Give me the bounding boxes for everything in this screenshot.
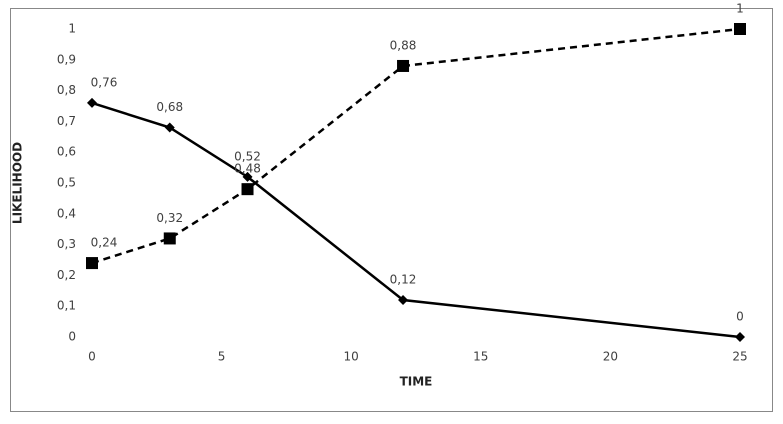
y-tick-label: 0,5 <box>57 176 76 190</box>
x-tick-label: 25 <box>732 350 747 364</box>
data-point <box>164 122 175 133</box>
data-label: 0,88 <box>390 38 417 52</box>
data-point <box>241 183 254 196</box>
chart-border <box>10 8 773 412</box>
y-tick-label: 0,4 <box>57 206 76 220</box>
data-point <box>398 295 409 306</box>
data-label: 0,24 <box>91 236 118 250</box>
x-tick-label: 10 <box>344 350 359 364</box>
y-tick-label: 0,6 <box>57 145 76 159</box>
x-tick-label: 0 <box>88 350 96 364</box>
y-tick-label: 0,8 <box>57 83 76 97</box>
data-label: 0,68 <box>156 100 183 114</box>
data-label: 0,52 <box>234 149 261 163</box>
data-point <box>87 97 97 108</box>
y-axis-title: LIKELIHOOD <box>11 142 25 224</box>
data-point <box>397 59 410 72</box>
data-label: 0 <box>736 310 744 324</box>
x-axis-title: TIME <box>400 375 433 389</box>
data-point <box>734 23 746 35</box>
data-label: 1 <box>736 2 744 16</box>
data-label: 0,32 <box>156 211 183 225</box>
data-label: 0,48 <box>234 162 261 176</box>
y-tick-label: 0,7 <box>57 114 76 128</box>
y-tick-label: 0,1 <box>57 299 76 313</box>
x-tick-label: 15 <box>473 350 488 364</box>
x-tick-label: 20 <box>603 350 618 364</box>
data-point <box>735 332 745 342</box>
x-tick-label: 5 <box>218 350 226 364</box>
data-point <box>163 232 176 245</box>
y-tick-label: 0,3 <box>57 237 76 251</box>
data-point <box>86 257 98 270</box>
y-tick-label: 0 <box>68 330 76 344</box>
data-label: 0,12 <box>390 273 417 287</box>
y-tick-label: 1 <box>68 22 76 36</box>
data-label: 0,76 <box>91 75 118 89</box>
y-tick-label: 0,9 <box>57 52 76 66</box>
data-point <box>242 171 253 182</box>
y-tick-label: 0,2 <box>57 268 76 282</box>
